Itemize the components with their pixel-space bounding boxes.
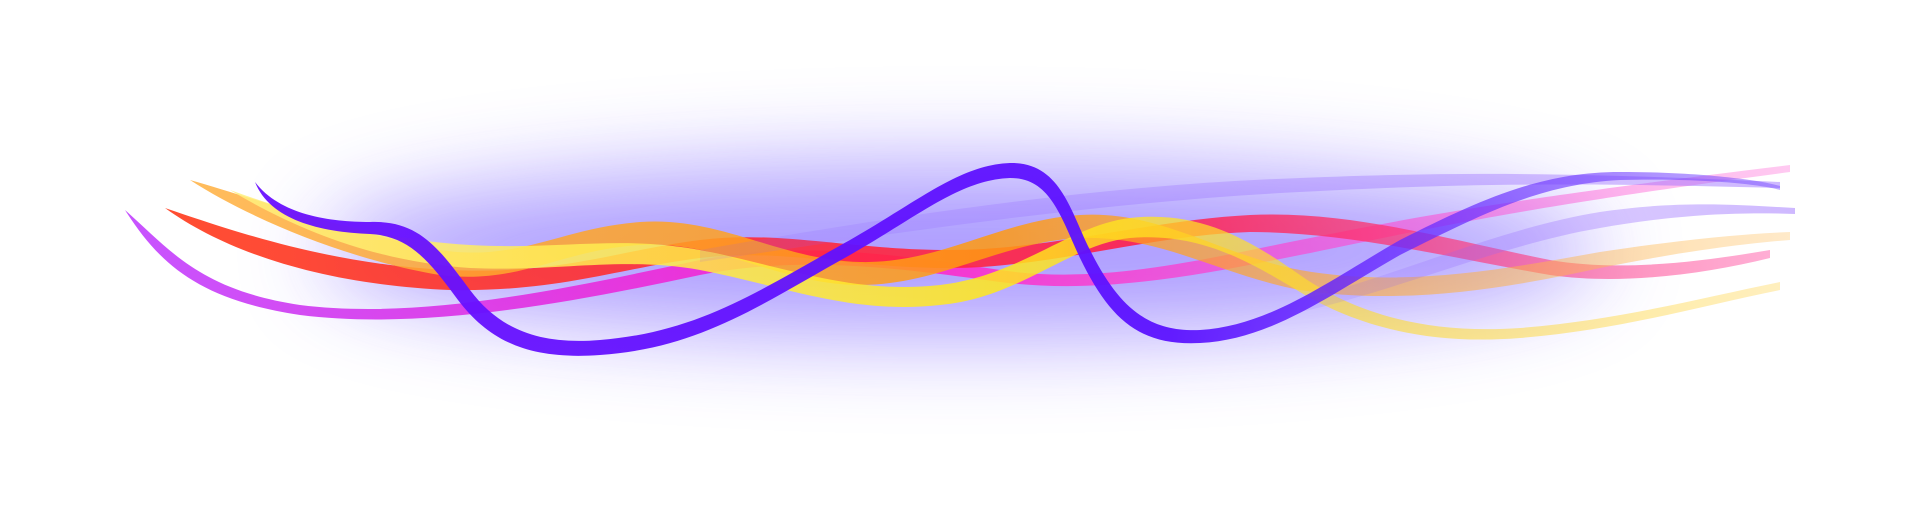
lavender-ribbon-2 (1300, 204, 1795, 312)
lavender-ribbon (700, 173, 1780, 262)
orange-ribbon (190, 180, 1790, 297)
red-ribbon (165, 208, 1770, 291)
purple-ribbon (125, 165, 1790, 320)
yellow-ribbon (230, 190, 1780, 340)
